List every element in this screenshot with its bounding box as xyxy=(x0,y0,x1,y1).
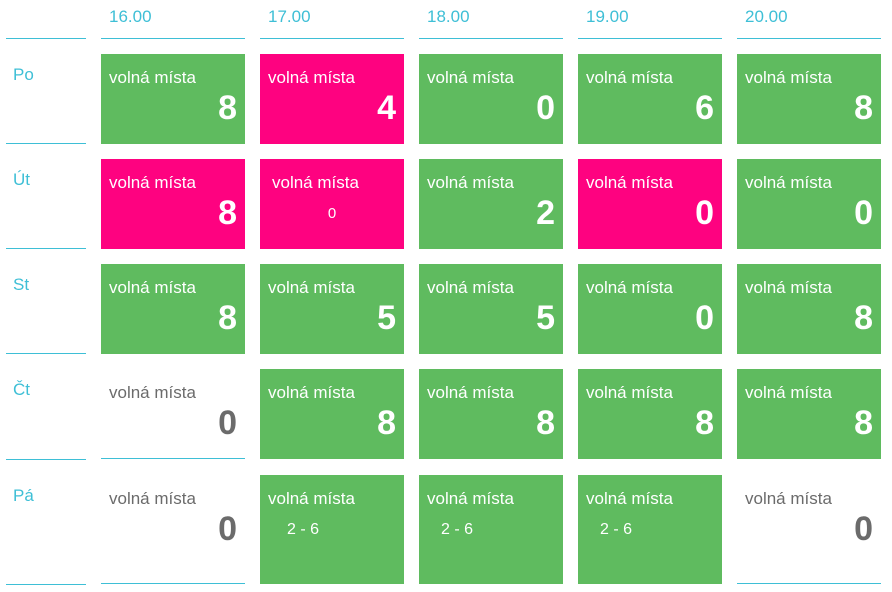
time-header-divider xyxy=(578,38,722,39)
slot-label: volná místa xyxy=(268,68,355,87)
slot-cell[interactable]: volná místa 6 xyxy=(578,54,722,144)
slot-label: volná místa xyxy=(109,383,196,402)
slot-label: volná místa xyxy=(268,489,355,508)
slot-cell[interactable]: volná místa 0 xyxy=(578,264,722,354)
slot-cell[interactable]: volná místa 0 xyxy=(260,159,404,249)
slot-cell[interactable]: volná místa 0 xyxy=(578,159,722,249)
slot-count: 4 xyxy=(377,89,396,127)
slot-cell[interactable]: volná místa 8 xyxy=(419,369,563,459)
slot-count: 2 - 6 xyxy=(287,521,320,538)
time-header-divider xyxy=(101,38,245,39)
slot-count: 0 xyxy=(695,194,714,232)
day-label: Po xyxy=(13,65,34,84)
slot-label: volná místa xyxy=(745,489,832,508)
slot-label: volná místa xyxy=(586,68,673,87)
slot-label: volná místa xyxy=(109,489,196,508)
slot-cell[interactable]: volná místa 0 xyxy=(419,54,563,144)
slot-count: 8 xyxy=(854,299,873,337)
slot-label: volná místa xyxy=(745,383,832,402)
slot-count: 0 xyxy=(218,510,237,548)
slot-cell[interactable]: volná místa 2 - 6 xyxy=(419,475,563,584)
slot-cell[interactable]: volná místa 2 - 6 xyxy=(260,475,404,584)
day-header-divider xyxy=(6,38,86,39)
slot-label: volná místa xyxy=(586,278,673,297)
slot-count: 0 xyxy=(327,205,337,222)
time-header-divider xyxy=(419,38,563,39)
slot-label: volná místa xyxy=(427,68,514,87)
slot-cell[interactable]: volná místa 8 xyxy=(101,54,245,144)
day-label: St xyxy=(13,275,30,294)
slot-count: 8 xyxy=(695,404,714,442)
slot-label: volná místa xyxy=(427,489,514,508)
slot-count: 2 - 6 xyxy=(441,521,474,538)
time-header-16-00: 16.00 xyxy=(109,7,152,26)
slot-label: volná místa xyxy=(745,278,832,297)
slot-cell[interactable]: volná místa 2 - 6 xyxy=(578,475,722,584)
slot-count: 5 xyxy=(536,299,555,337)
slot-cell[interactable]: volná místa 5 xyxy=(260,264,404,354)
day-row-divider xyxy=(6,143,86,144)
slot-count: 2 - 6 xyxy=(600,521,633,538)
slot-label: volná místa xyxy=(745,68,832,87)
slot-label: volná místa xyxy=(272,173,359,192)
slot-count: 8 xyxy=(854,89,873,127)
slot-label: volná místa xyxy=(268,383,355,402)
slot-cell[interactable]: volná místa 0 xyxy=(737,159,881,249)
day-label: Út xyxy=(13,170,30,189)
slot-cell[interactable]: volná místa 8 xyxy=(737,264,881,354)
slot-count: 2 xyxy=(536,194,555,232)
slot-count: 5 xyxy=(377,299,396,337)
day-row-divider xyxy=(6,248,86,249)
slot-cell[interactable]: volná místa 2 xyxy=(419,159,563,249)
slot-cell[interactable]: volná místa 8 xyxy=(737,54,881,144)
slot-count: 0 xyxy=(854,510,873,548)
slot-label: volná místa xyxy=(427,278,514,297)
slot-cell[interactable]: volná místa 8 xyxy=(260,369,404,459)
slot-cell[interactable]: volná místa 0 xyxy=(101,475,245,584)
time-header-20-00: 20.00 xyxy=(745,7,788,26)
slot-label: volná místa xyxy=(586,173,673,192)
slot-count: 8 xyxy=(218,299,237,337)
slot-count: 8 xyxy=(218,89,237,127)
slot-cell[interactable]: volná místa 5 xyxy=(419,264,563,354)
day-row-divider xyxy=(6,584,86,585)
day-label: Čt xyxy=(13,380,30,399)
slot-count: 8 xyxy=(854,404,873,442)
time-header-divider xyxy=(737,38,881,39)
slot-label: volná místa xyxy=(745,173,832,192)
slot-cell[interactable]: volná místa 8 xyxy=(101,264,245,354)
slot-count: 0 xyxy=(218,404,237,442)
time-header-18-00: 18.00 xyxy=(427,7,470,26)
slot-label: volná místa xyxy=(427,383,514,402)
slot-label: volná místa xyxy=(109,68,196,87)
slot-cell[interactable]: volná místa 8 xyxy=(578,369,722,459)
slot-label: volná místa xyxy=(586,489,673,508)
day-row-divider xyxy=(6,459,86,460)
slot-label: volná místa xyxy=(268,278,355,297)
slot-cell[interactable]: volná místa 4 xyxy=(260,54,404,144)
slot-label: volná místa xyxy=(109,173,196,192)
slot-count: 8 xyxy=(536,404,555,442)
slot-count: 8 xyxy=(377,404,396,442)
time-header-19-00: 19.00 xyxy=(586,7,629,26)
slot-label: volná místa xyxy=(586,383,673,402)
slot-cell[interactable]: volná místa 0 xyxy=(101,369,245,459)
slot-cell[interactable]: volná místa 8 xyxy=(101,159,245,249)
slot-count: 6 xyxy=(695,89,714,127)
slot-cell[interactable]: volná místa 8 xyxy=(737,369,881,459)
day-row-divider xyxy=(6,353,86,354)
slot-cell[interactable]: volná místa 0 xyxy=(737,475,881,584)
slot-count: 8 xyxy=(218,194,237,232)
time-header-divider xyxy=(260,38,404,39)
day-label: Pá xyxy=(13,486,34,505)
slot-count: 0 xyxy=(536,89,555,127)
slot-count: 0 xyxy=(695,299,714,337)
time-header-17-00: 17.00 xyxy=(268,7,311,26)
slot-label: volná místa xyxy=(109,278,196,297)
slot-label: volná místa xyxy=(427,173,514,192)
slot-count: 0 xyxy=(854,194,873,232)
